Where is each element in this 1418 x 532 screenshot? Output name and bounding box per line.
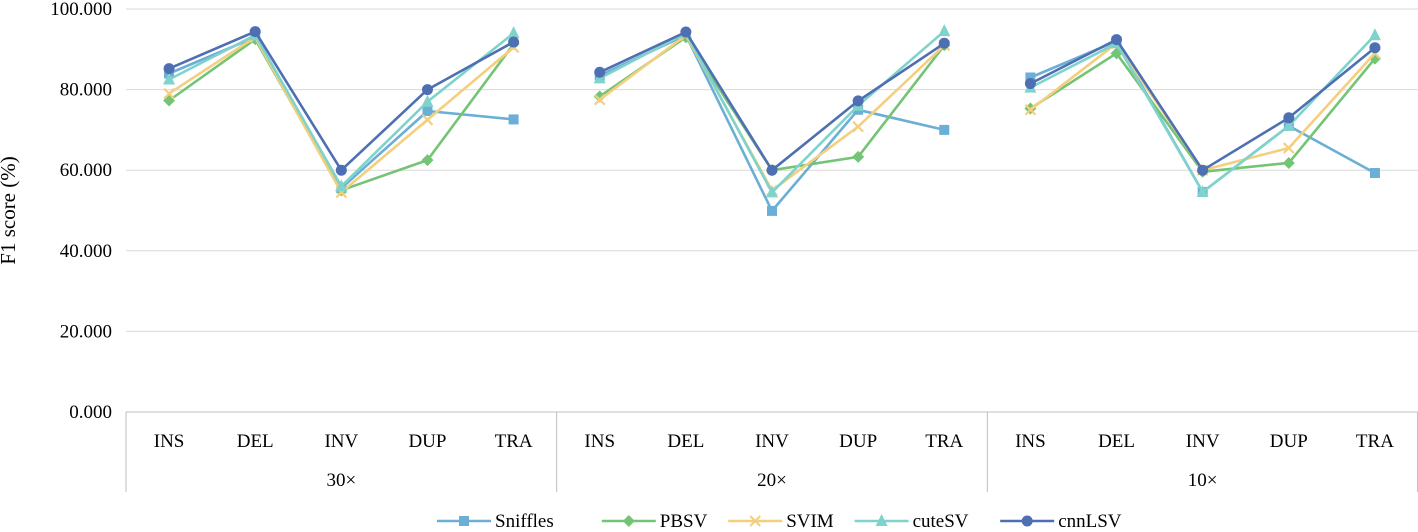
data-point (163, 72, 176, 85)
x-category-label: INV (324, 431, 358, 452)
x-group-label: 10× (1188, 470, 1218, 491)
y-tick-label: 100.000 (50, 0, 112, 20)
data-point (421, 154, 434, 167)
data-point (1025, 72, 1036, 83)
data-point (1111, 34, 1123, 46)
x-category-label: DUP (1270, 431, 1308, 452)
y-axis-ticks: 0.000 20.000 40.000 60.000 80.000 100.000 (50, 0, 112, 423)
data-point (163, 87, 175, 100)
data-point (1283, 142, 1295, 154)
data-point (421, 84, 433, 96)
x-marker-stroke (421, 114, 434, 126)
series-line-segment (1029, 38, 1376, 172)
y-tick-label: 40.000 (60, 241, 112, 262)
data-point (938, 37, 950, 49)
data-point (852, 95, 864, 107)
x-group-label: 30× (326, 470, 356, 491)
data-point (1197, 164, 1209, 176)
data-point (939, 124, 950, 135)
data-point (680, 26, 692, 38)
legend-entry-cutesv: cuteSV (854, 511, 969, 532)
x-category-label: INV (1186, 431, 1220, 452)
legend-entry-pbsv: PBSV (601, 511, 708, 532)
x-category-label: INV (755, 431, 789, 452)
data-point (1196, 184, 1209, 197)
x-marker-stroke (163, 87, 175, 100)
x-marker-stroke (852, 120, 864, 133)
x-marker-stroke (593, 93, 606, 106)
data-point (1369, 168, 1380, 179)
x-category-label: DUP (839, 431, 877, 452)
legend-entry-sniffles: Sniffles (437, 511, 554, 532)
legend-entry-cnnlsv: cnnLSV (1000, 511, 1122, 532)
series-layer (163, 24, 1381, 216)
legend-marker (1021, 515, 1033, 527)
legend-label: PBSV (660, 511, 708, 532)
x-category-label: DEL (1098, 431, 1135, 452)
legend-marker (459, 516, 469, 526)
x-category-label: TRA (495, 431, 533, 452)
legend-label: cuteSV (913, 511, 969, 532)
x-axis: INS DEL INV DUP TRA 30× INS DEL INV DUP TRA 20× INS D… (125, 411, 1418, 492)
data-point (508, 114, 519, 125)
data-point (422, 105, 433, 116)
series-cnnlsv (163, 26, 1381, 176)
legend-entry-svim: SVIM (728, 511, 834, 532)
legend-label: SVIM (786, 511, 834, 532)
data-point (421, 94, 434, 107)
y-tick-label: 60.000 (60, 160, 112, 181)
data-point (1283, 112, 1295, 124)
legend: Sniffles PBSV SVIM cuteSV cnnLSV (437, 511, 1122, 532)
x-category-label: DUP (408, 431, 446, 452)
data-point (852, 120, 864, 133)
data-point (593, 90, 606, 103)
y-tick-label: 80.000 (60, 80, 112, 101)
x-category-label: INS (154, 431, 185, 452)
x-category-label: DEL (667, 431, 704, 452)
data-point (852, 150, 865, 163)
x-category-label: DEL (237, 431, 274, 452)
series-line-segment (168, 32, 515, 188)
data-point (335, 164, 347, 176)
x-marker-stroke (749, 515, 761, 527)
legend-marker (622, 515, 635, 527)
series-line-segment (598, 35, 946, 172)
legend-marker (749, 515, 761, 527)
legend-marker (875, 514, 888, 526)
legend-label: cnnLSV (1058, 511, 1122, 532)
data-point (767, 205, 777, 216)
data-point (335, 179, 348, 192)
x-category-label: INS (1015, 431, 1046, 452)
data-point (1368, 28, 1381, 41)
x-category-label: INS (584, 431, 615, 452)
y-tick-label: 20.000 (60, 321, 112, 342)
x-group-label: 20× (757, 470, 787, 491)
data-point (1282, 156, 1295, 169)
x-category-label: TRA (925, 431, 963, 452)
data-point (766, 185, 778, 198)
data-point (421, 114, 434, 126)
y-tick-label: 0.000 (69, 402, 112, 423)
data-point (1282, 118, 1295, 131)
legend-label: Sniffles (495, 511, 554, 532)
data-point (1369, 42, 1381, 54)
data-point (508, 36, 520, 48)
data-point (938, 24, 951, 37)
x-category-label: TRA (1356, 431, 1394, 452)
data-point (1024, 78, 1036, 90)
data-point (507, 26, 520, 39)
x-marker-stroke (1283, 142, 1295, 154)
data-point (593, 93, 606, 106)
data-point (594, 66, 606, 78)
data-point (249, 26, 261, 38)
data-point (163, 63, 175, 75)
x-marker-stroke (1024, 103, 1037, 116)
data-point (1024, 103, 1037, 116)
data-point (766, 164, 778, 176)
y-axis-label: F1 score (%) (0, 156, 20, 264)
